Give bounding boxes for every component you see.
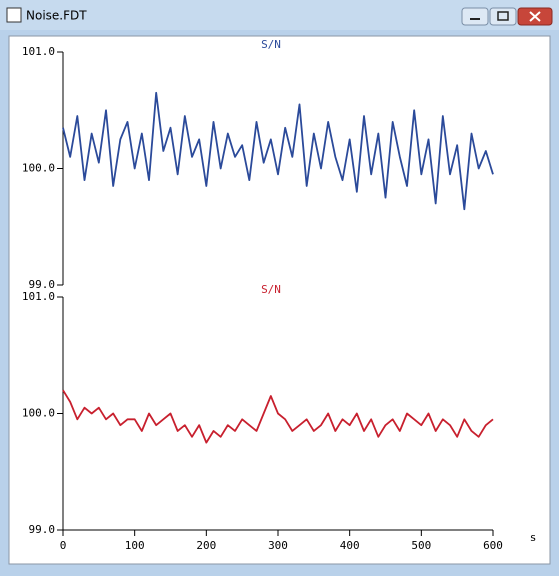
chart-title: S/N xyxy=(261,38,281,51)
y-tick-label: 99.0 xyxy=(29,523,56,536)
window-title: Noise.FDT xyxy=(26,9,87,23)
x-tick-label: 300 xyxy=(268,539,288,552)
x-tick-label: 200 xyxy=(196,539,216,552)
y-tick-label: 101.0 xyxy=(22,290,55,303)
x-axis-label: s xyxy=(530,531,537,544)
x-tick-label: 400 xyxy=(340,539,360,552)
x-tick-label: 0 xyxy=(60,539,67,552)
y-tick-label: 100.0 xyxy=(22,162,55,175)
x-tick-label: 600 xyxy=(483,539,503,552)
minimize-button[interactable] xyxy=(461,7,489,26)
y-tick-label: 101.0 xyxy=(22,45,55,58)
app-icon xyxy=(6,7,22,23)
chart-title: S/N xyxy=(261,283,281,296)
x-tick-label: 100 xyxy=(125,539,145,552)
x-tick-label: 500 xyxy=(411,539,431,552)
maximize-button[interactable] xyxy=(489,7,517,26)
series-line xyxy=(62,389,494,444)
maximize-icon xyxy=(497,11,509,21)
y-tick-label: 100.0 xyxy=(22,407,55,420)
y-tick-label: 99.0 xyxy=(29,278,56,291)
client-area xyxy=(8,35,551,565)
series-line xyxy=(62,91,494,211)
close-icon xyxy=(529,11,541,22)
